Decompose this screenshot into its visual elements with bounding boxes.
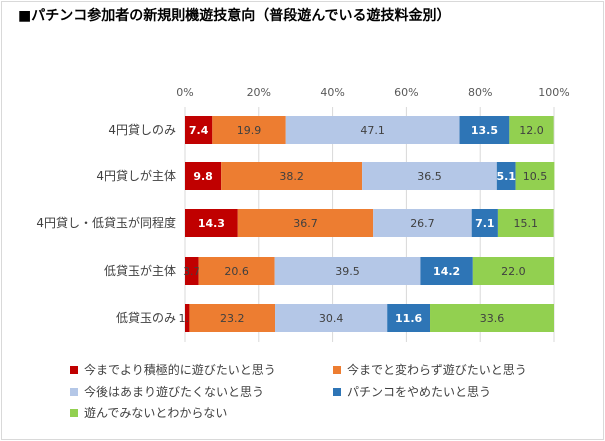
data-label: 10.5 — [523, 170, 548, 183]
data-label: 22.0 — [501, 265, 526, 278]
x-tick-label: 100% — [538, 86, 569, 99]
bar-segment — [373, 209, 472, 237]
data-label: 15.1 — [514, 217, 539, 230]
bar-segment — [185, 209, 238, 237]
bar-segment — [185, 257, 199, 285]
data-label: 14.2 — [433, 265, 460, 278]
bar-segment — [237, 209, 374, 237]
category-label: 低貸玉のみ — [116, 310, 176, 325]
legend-swatch — [333, 365, 341, 374]
bar-segment — [185, 162, 222, 190]
legend-label: 今までと変わらず遊びたいと思う — [347, 363, 527, 377]
bar-segment — [496, 162, 516, 190]
data-label: 23.2 — [220, 312, 245, 325]
bar-segment — [189, 304, 276, 332]
data-label: 7.4 — [189, 124, 209, 137]
legend-item: 今までと変わらず遊びたいと思う — [333, 361, 527, 378]
bar-segment — [212, 116, 286, 144]
data-label: 30.4 — [319, 312, 344, 325]
bar-segment — [459, 116, 510, 144]
legend-label: パチンコをやめたいと思う — [347, 385, 492, 399]
bar-segment — [515, 162, 555, 190]
legend-swatch — [333, 387, 341, 396]
data-label: 13.5 — [471, 124, 498, 137]
x-tick-label: 40% — [320, 86, 344, 99]
data-label: 38.2 — [279, 170, 304, 183]
category-label: 4円貸し・低貸玉が同程度 — [36, 215, 176, 230]
legend-item: 今後はあまり遊びたくないと思う — [70, 383, 264, 400]
data-label: 47.1 — [360, 124, 385, 137]
bar-segment — [221, 162, 363, 190]
data-label: 3.7 — [183, 265, 201, 278]
category-label: 4円貸しが主体 — [96, 168, 176, 183]
bar-segment — [185, 304, 190, 332]
bar-segment — [472, 257, 554, 285]
bar-segment — [285, 116, 460, 144]
bar-segment — [471, 209, 498, 237]
x-tick-label: 80% — [468, 86, 492, 99]
data-label: 36.7 — [293, 217, 318, 230]
bar-segment — [387, 304, 431, 332]
data-label: 33.6 — [480, 312, 505, 325]
x-tick-label: 60% — [394, 86, 418, 99]
legend-label: 今後はあまり遊びたくないと思う — [84, 385, 265, 399]
data-label: 26.7 — [410, 217, 435, 230]
bar-segment — [509, 116, 554, 144]
data-label: 7.1 — [475, 217, 495, 230]
data-label: 20.6 — [224, 265, 249, 278]
legend-label: 遊んでみないとわからない — [84, 406, 228, 420]
bar-segment — [275, 304, 388, 332]
data-label: 14.3 — [198, 217, 225, 230]
category-label: 4円貸しのみ — [108, 122, 176, 137]
data-label: 36.5 — [417, 170, 442, 183]
bar-segment — [274, 257, 421, 285]
data-label: 9.8 — [193, 170, 213, 183]
legend-swatch — [70, 365, 78, 374]
bar-segment — [430, 304, 554, 332]
legend-item: 遊んでみないとわからない — [70, 404, 227, 421]
bar-segment — [185, 116, 213, 144]
data-label: 19.9 — [237, 124, 262, 137]
legend-item: 今までより積極的に遊びたいと思う — [70, 361, 276, 378]
legend-item: パチンコをやめたいと思う — [333, 383, 491, 400]
bar-segment — [420, 257, 473, 285]
data-label: 5.1 — [496, 170, 516, 183]
data-label: 11.6 — [395, 312, 422, 325]
legend-label: 今までより積極的に遊びたいと思う — [84, 363, 276, 377]
bar-segment — [198, 257, 275, 285]
legend-swatch — [70, 408, 78, 417]
bar-segment — [497, 209, 554, 237]
bar-segment — [362, 162, 497, 190]
data-label: 12.0 — [519, 124, 544, 137]
data-label: 39.5 — [335, 265, 360, 278]
legend-swatch — [70, 387, 78, 396]
category-label: 低貸玉が主体 — [104, 263, 176, 278]
chart-title: ■パチンコ参加者の新規則機遊技意向（普段遊んでいる遊技料金別） — [18, 8, 451, 24]
x-tick-label: 0% — [176, 86, 193, 99]
x-tick-label: 20% — [247, 86, 271, 99]
